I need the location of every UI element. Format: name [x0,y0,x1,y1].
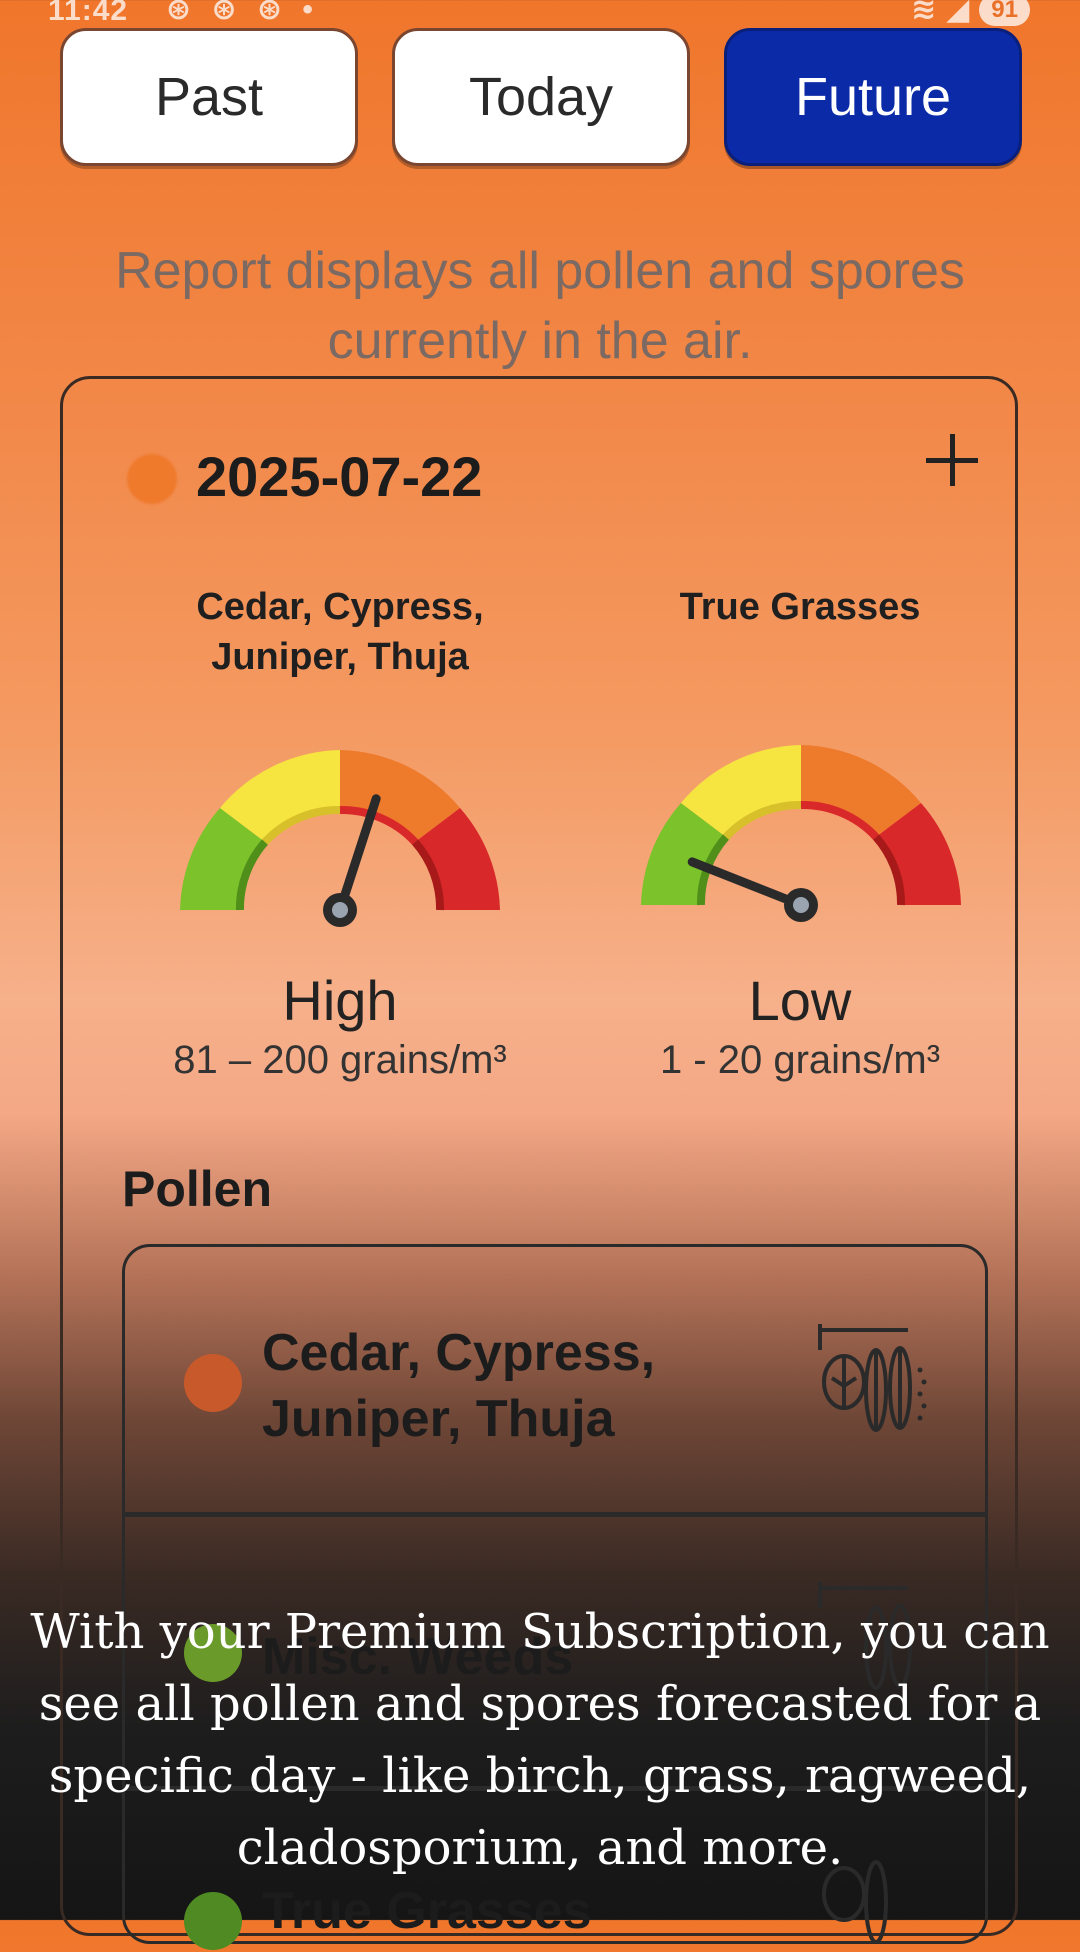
signal-icon: ◢ [946,0,970,26]
list-item[interactable]: Misc. Weeds [122,1518,988,1788]
tab-today[interactable]: Today [392,28,690,166]
gauge-level: Low [748,969,852,1032]
pollen-item-label: True Grasses [262,1882,592,1940]
add-icon[interactable] [922,430,982,490]
pollen-gauge-cedar [180,750,500,927]
tab-future[interactable]: Future [724,28,1022,166]
pollen-item-label: Cedar, Cypress, Juniper, Thuja [262,1324,656,1448]
battery-icon: 91 [979,0,1030,26]
gauge-name: True Grasses [679,586,921,628]
gauge-arc [180,750,500,911]
status-right: ≋ ◢ 91 [911,0,1030,27]
pollen-status-dot [184,1892,242,1950]
intro-text: Report displays all pollen and spores cu… [115,242,965,370]
status-bar: 11:42 ⊛ ⊛ ⊛ • ≋ ◢ 91 [0,0,1080,28]
list-item[interactable]: Cedar, Cypress, Juniper, Thuja [122,1244,988,1514]
wifi-icon: ≋ [911,0,937,26]
pollen-status-dot [184,1624,242,1682]
weed-pollen-icon [818,1582,912,1690]
time-range-tabs: Past Today Future [60,28,1027,168]
notification-icons: ⊛ ⊛ ⊛ • [166,0,319,26]
pollen-gauge-grasses [641,745,961,922]
tree-pollen-icon [818,1324,927,1432]
pollen-heading: Pollen [122,1161,273,1217]
forecast-date: 2025-07-22 [196,445,483,508]
gauge-name: Cedar, Cypress, Juniper, Thuja [196,586,484,678]
tab-past[interactable]: Past [60,28,358,166]
pollen-status-dot [184,1354,242,1412]
gauge-range: 81 – 200 grains/m³ [173,1038,507,1082]
pollen-item-label: Misc. Weeds [262,1628,574,1686]
list-divider [122,1512,988,1517]
gauge-level: High [282,969,398,1032]
list-divider [122,1786,988,1791]
gauge-needle [335,794,381,915]
promo-caption: With your Premium Subscription, you can … [30,1604,1050,1876]
gauge-range: 1 - 20 grains/m³ [659,1038,941,1082]
status-time: 11:42 [48,0,129,27]
date-status-dot [127,454,177,504]
gauge-needle [687,857,806,910]
gauge-arc [641,745,961,906]
